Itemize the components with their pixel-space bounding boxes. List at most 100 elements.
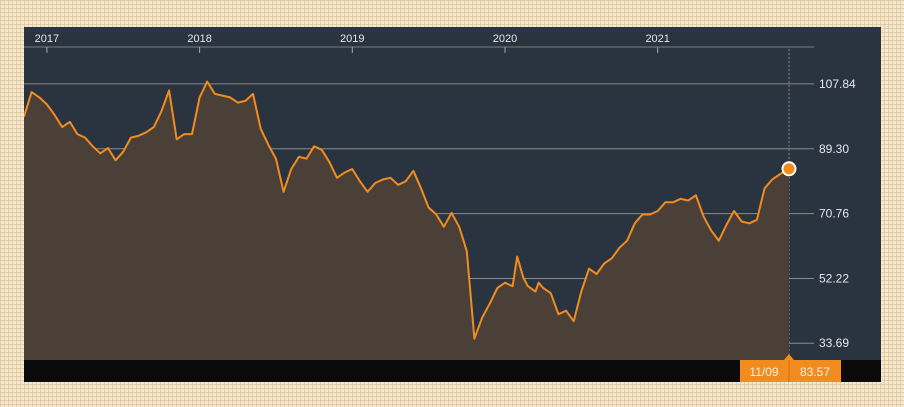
data-point (710, 229, 712, 231)
data-point (657, 210, 659, 212)
data-point (420, 187, 422, 189)
data-point (267, 143, 269, 146)
data-point (580, 290, 582, 293)
data-point (672, 201, 674, 203)
data-point (702, 215, 705, 217)
data-point (634, 222, 636, 224)
data-point (405, 180, 407, 182)
price-chart: 107.84 89.30 70.76 52.22 33.69 2017 2018 2019 20… (24, 33, 881, 382)
y-tick-label: 52.22 (819, 271, 849, 285)
data-point (473, 338, 476, 340)
data-point (412, 170, 414, 172)
data-point (756, 219, 758, 221)
marker-date-label: 11/09 (749, 365, 778, 379)
data-point (160, 110, 163, 112)
data-point (183, 133, 185, 135)
data-point (733, 210, 735, 212)
data-point (534, 290, 537, 293)
data-point (153, 126, 155, 128)
area-fill (24, 81, 789, 360)
line-layer (24, 80, 790, 340)
data-point (206, 81, 208, 83)
data-point (649, 213, 651, 216)
data-point (168, 89, 170, 91)
data-point (725, 224, 727, 226)
data-point (450, 212, 453, 214)
bottom-bar (24, 360, 881, 382)
data-point (305, 157, 308, 160)
data-point (328, 161, 330, 163)
data-point (687, 199, 689, 202)
data-point (428, 206, 430, 209)
data-point (779, 173, 781, 175)
data-point (573, 320, 575, 322)
y-tick-label: 107.84 (819, 77, 856, 91)
data-point (771, 178, 773, 181)
data-point (275, 157, 277, 160)
data-point (122, 150, 124, 153)
data-point (435, 213, 437, 216)
data-point (61, 126, 63, 128)
data-point (313, 145, 315, 147)
data-point (481, 317, 483, 319)
data-point (516, 255, 518, 258)
data-point (290, 168, 292, 170)
data-point (458, 226, 460, 228)
data-point (611, 257, 613, 259)
data-point (748, 222, 750, 224)
data-point (107, 147, 109, 149)
data-point (46, 103, 48, 105)
data-point (84, 136, 86, 139)
data-point (221, 95, 224, 97)
area-layer (24, 81, 789, 360)
data-point (130, 136, 132, 139)
data-point (596, 273, 598, 275)
marker-value-label: 83.57 (800, 365, 830, 379)
data-point (550, 292, 552, 294)
data-point (718, 240, 720, 242)
data-point (443, 226, 445, 228)
chart-panel: 107.84 89.30 70.76 52.22 33.69 2017 2018 2019 20… (24, 27, 881, 382)
data-point (252, 93, 254, 95)
data-point (31, 91, 33, 93)
data-point (191, 133, 193, 135)
data-point (626, 240, 628, 242)
data-point (542, 287, 544, 289)
data-point (282, 191, 285, 193)
x-tick-label: 2020 (493, 33, 517, 45)
x-tick-label: 2021 (645, 33, 669, 45)
marker-layer: 11/09 83.57 (740, 161, 841, 382)
data-point (351, 168, 353, 170)
data-point (244, 100, 247, 102)
data-point (496, 287, 498, 289)
y-tick-label: 70.76 (819, 207, 849, 221)
data-point (99, 152, 101, 154)
data-point (679, 198, 682, 200)
axis-labels: 107.84 89.30 70.76 52.22 33.69 2017 2018 2019 20… (35, 33, 856, 350)
data-point (489, 303, 491, 305)
data-point (229, 96, 231, 98)
data-point (664, 201, 666, 203)
x-tick-label: 2018 (187, 33, 211, 45)
data-point (603, 262, 605, 265)
data-point (53, 114, 56, 116)
data-point (92, 145, 94, 147)
data-point (38, 96, 40, 98)
data-point (321, 149, 323, 151)
data-point (466, 250, 468, 252)
data-point (565, 310, 567, 312)
data-point (359, 180, 361, 182)
data-point (336, 177, 338, 179)
data-point (366, 191, 369, 193)
data-point (76, 133, 79, 135)
data-point (115, 159, 117, 161)
data-point (344, 171, 346, 174)
data-point (557, 313, 560, 315)
x-tick-label: 2019 (340, 33, 364, 45)
data-point (374, 182, 376, 184)
value-label-box (740, 360, 841, 382)
data-point (537, 282, 540, 284)
data-point (695, 194, 697, 196)
data-point (69, 121, 71, 123)
x-tick-label: 2017 (35, 33, 59, 45)
